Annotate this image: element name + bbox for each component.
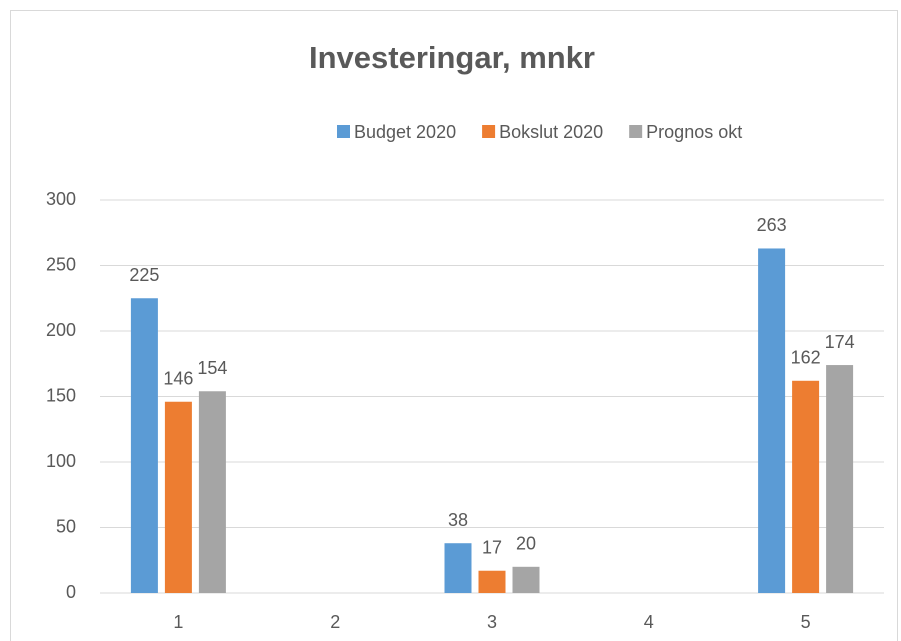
x-tick-label: 3 xyxy=(487,612,497,632)
legend-label: Budget 2020 xyxy=(354,122,456,142)
data-label: 20 xyxy=(516,534,536,554)
data-label: 225 xyxy=(129,265,159,285)
y-tick-label: 250 xyxy=(46,254,76,274)
bar xyxy=(198,391,226,593)
bar xyxy=(444,543,472,593)
legend-swatch xyxy=(482,125,496,138)
data-label: 162 xyxy=(791,348,821,368)
x-tick-label: 5 xyxy=(801,612,811,632)
legend-swatch xyxy=(629,125,643,138)
x-tick-label: 4 xyxy=(644,612,654,632)
legend-label: Bokslut 2020 xyxy=(499,122,603,142)
bar xyxy=(792,380,820,593)
y-tick-label: 150 xyxy=(46,385,76,405)
bar xyxy=(130,298,158,593)
legend-swatch xyxy=(337,125,350,138)
bar xyxy=(164,401,192,593)
chart-frame xyxy=(10,10,898,641)
bar xyxy=(758,248,786,593)
y-tick-label: 100 xyxy=(46,451,76,471)
data-label: 17 xyxy=(482,537,502,557)
x-tick-label: 2 xyxy=(330,612,340,632)
x-tick-label: 1 xyxy=(173,612,183,632)
bar xyxy=(826,365,854,593)
y-tick-label: 300 xyxy=(46,189,76,209)
data-label: 154 xyxy=(197,358,227,378)
data-label: 263 xyxy=(757,215,787,235)
bar xyxy=(512,566,540,593)
y-tick-label: 50 xyxy=(56,516,76,536)
data-label: 146 xyxy=(163,368,193,388)
legend-label: Prognos okt xyxy=(646,122,742,142)
y-tick-label: 0 xyxy=(66,582,76,602)
chart-title: Investeringar, mnkr xyxy=(309,40,595,75)
data-label: 174 xyxy=(825,332,855,352)
bar xyxy=(478,570,506,593)
data-label: 38 xyxy=(448,510,468,530)
y-tick-label: 200 xyxy=(46,320,76,340)
